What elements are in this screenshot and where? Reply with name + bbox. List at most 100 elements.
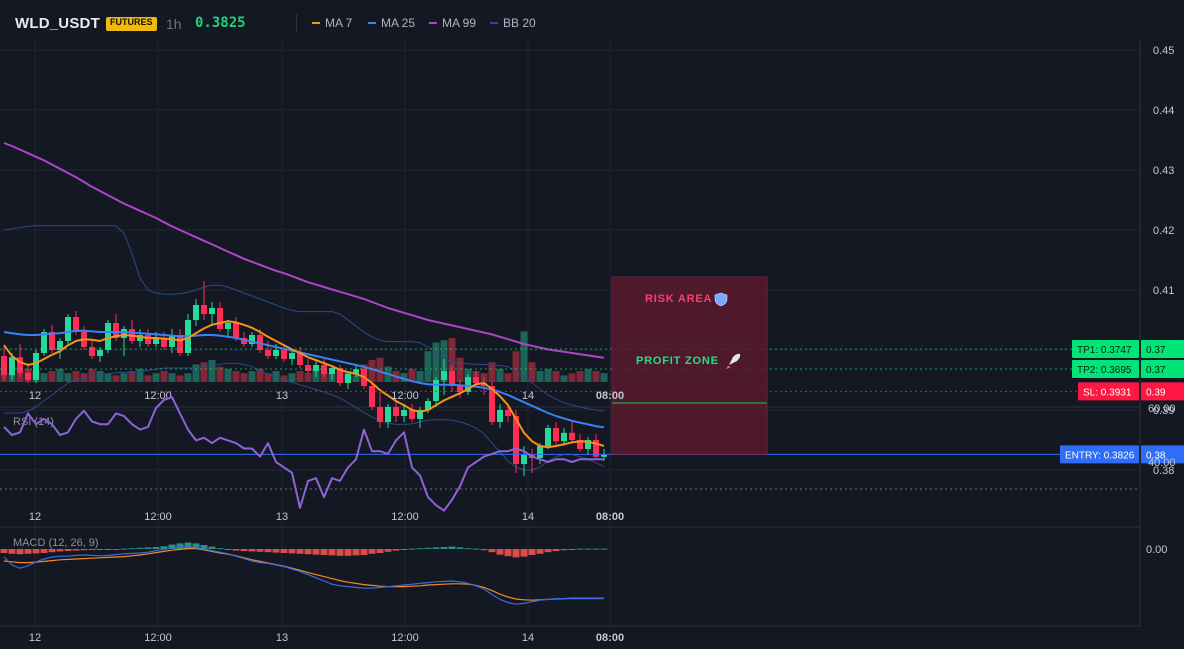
volume-bar xyxy=(208,360,216,382)
timeframe-label[interactable]: 1h xyxy=(166,16,182,32)
price-x-tick-label: 13 xyxy=(276,390,288,402)
candle-body xyxy=(329,368,335,374)
tp1-tag-text: TP1: 0.3747 xyxy=(1077,345,1132,356)
tp2-axis-tag-bg xyxy=(1141,360,1184,378)
price-tick-label: 0.43 xyxy=(1153,165,1174,177)
volume-bar xyxy=(592,371,600,382)
macd-histogram-bar xyxy=(512,549,520,558)
candle-body xyxy=(105,323,111,350)
entry-tag-text: ENTRY: 0.3826 xyxy=(1065,450,1135,461)
volume-bar xyxy=(416,371,424,382)
volume-bar xyxy=(288,373,296,382)
volume-bar xyxy=(568,373,576,382)
price-x-tick-label: 12:00 xyxy=(144,390,172,402)
candle-body xyxy=(297,353,303,365)
macd-x-tick-label: 08:00 xyxy=(596,632,624,644)
macd-histogram-bar xyxy=(264,549,272,553)
candle-body xyxy=(385,407,391,422)
candle-body xyxy=(425,401,431,410)
candle-body xyxy=(313,365,319,371)
legend-ma7[interactable]: MA 7 xyxy=(312,16,352,30)
macd-histogram-bar xyxy=(368,549,376,554)
volume-bar xyxy=(112,375,120,382)
volume-bar xyxy=(600,373,608,382)
candle-body xyxy=(169,335,175,347)
rsi-tick-label: 60.00 xyxy=(1148,403,1176,415)
candle-body xyxy=(369,386,375,407)
macd-histogram-bar xyxy=(40,549,48,553)
volume-bar xyxy=(376,357,384,382)
candle-body xyxy=(441,371,447,380)
macd-histogram-bar xyxy=(32,549,40,554)
candle-body xyxy=(153,338,159,344)
sl-tag-text: SL: 0.3931 xyxy=(1083,387,1132,398)
candle-body xyxy=(25,372,31,380)
candle-body xyxy=(417,410,423,419)
candle-body xyxy=(121,329,127,338)
entry-axis-tag-bg xyxy=(1141,445,1184,464)
candle-body xyxy=(577,440,583,449)
macd-histogram-bar xyxy=(504,549,512,557)
macd-histogram-bar xyxy=(256,549,264,552)
candle-body xyxy=(33,353,39,380)
ma99-line xyxy=(3,142,605,359)
candle-body xyxy=(137,335,143,341)
shield-icon xyxy=(714,292,728,307)
candle-body xyxy=(433,380,439,401)
risk-area-zone xyxy=(611,276,768,455)
macd-histogram-bar xyxy=(144,547,152,549)
macd-histogram-bar xyxy=(208,546,216,549)
macd-x-tick-label: 12:00 xyxy=(144,632,172,644)
candle-body xyxy=(73,317,79,332)
volume-bar xyxy=(296,371,304,382)
tp2-tag-text: TP2: 0.3695 xyxy=(1077,365,1132,376)
candle-body xyxy=(249,335,255,344)
candle-body xyxy=(241,338,247,344)
volume-bar xyxy=(64,373,72,382)
macd-histogram-bar xyxy=(280,549,288,553)
price-tick-label: 0.38 xyxy=(1153,465,1174,477)
candle-body xyxy=(89,347,95,356)
candle-body xyxy=(457,386,463,392)
volume-bar xyxy=(248,371,256,382)
macd-histogram-bar xyxy=(224,549,232,550)
legend-bb20[interactable]: BB 20 xyxy=(490,16,536,30)
candle-body xyxy=(321,365,327,374)
rsi-x-tick-label: 12:00 xyxy=(391,511,419,523)
macd-histogram-bar xyxy=(592,548,600,550)
sl-tag-bg xyxy=(1078,382,1139,401)
volume-bar xyxy=(80,373,88,382)
volume-bar xyxy=(576,371,584,382)
candle-body xyxy=(353,369,359,374)
macd-histogram-bar xyxy=(376,549,384,553)
candle-body xyxy=(513,416,519,464)
entry-tag: ENTRY: 0.3826 xyxy=(1060,445,1139,464)
tp1-axis-tag-text: 0.37 xyxy=(1146,345,1166,356)
volume-bar xyxy=(120,373,128,382)
macd-histogram-bar xyxy=(112,549,120,550)
volume-bar xyxy=(552,371,560,382)
macd-x-tick-label: 12:00 xyxy=(391,632,419,644)
candle-body xyxy=(305,365,311,371)
candle-body xyxy=(281,350,287,359)
volume-bar xyxy=(264,373,272,382)
candle-body xyxy=(569,432,575,440)
ma25-swatch-icon xyxy=(368,22,376,24)
legend-ma25[interactable]: MA 25 xyxy=(368,16,415,30)
candle-body xyxy=(377,407,383,422)
macd-histogram-bar xyxy=(200,545,208,549)
price-tick-label: 0.39 xyxy=(1153,405,1174,417)
macd-histogram-bar xyxy=(320,549,328,555)
legend-ma99[interactable]: MA 99 xyxy=(429,16,476,30)
macd-tick-label: 0.00 xyxy=(1146,544,1167,556)
rsi-x-tick-label: 14 xyxy=(522,511,534,523)
macd-histogram-bar xyxy=(440,547,448,549)
candle-body xyxy=(465,377,471,392)
macd-histogram-bar xyxy=(552,549,560,551)
macd-histogram-bar xyxy=(136,547,144,549)
macd-histogram-bar xyxy=(400,549,408,550)
tp1-axis-tag: 0.37 xyxy=(1141,340,1184,358)
volume-bar xyxy=(224,368,232,382)
symbol-name[interactable]: WLD_USDT xyxy=(15,15,100,32)
